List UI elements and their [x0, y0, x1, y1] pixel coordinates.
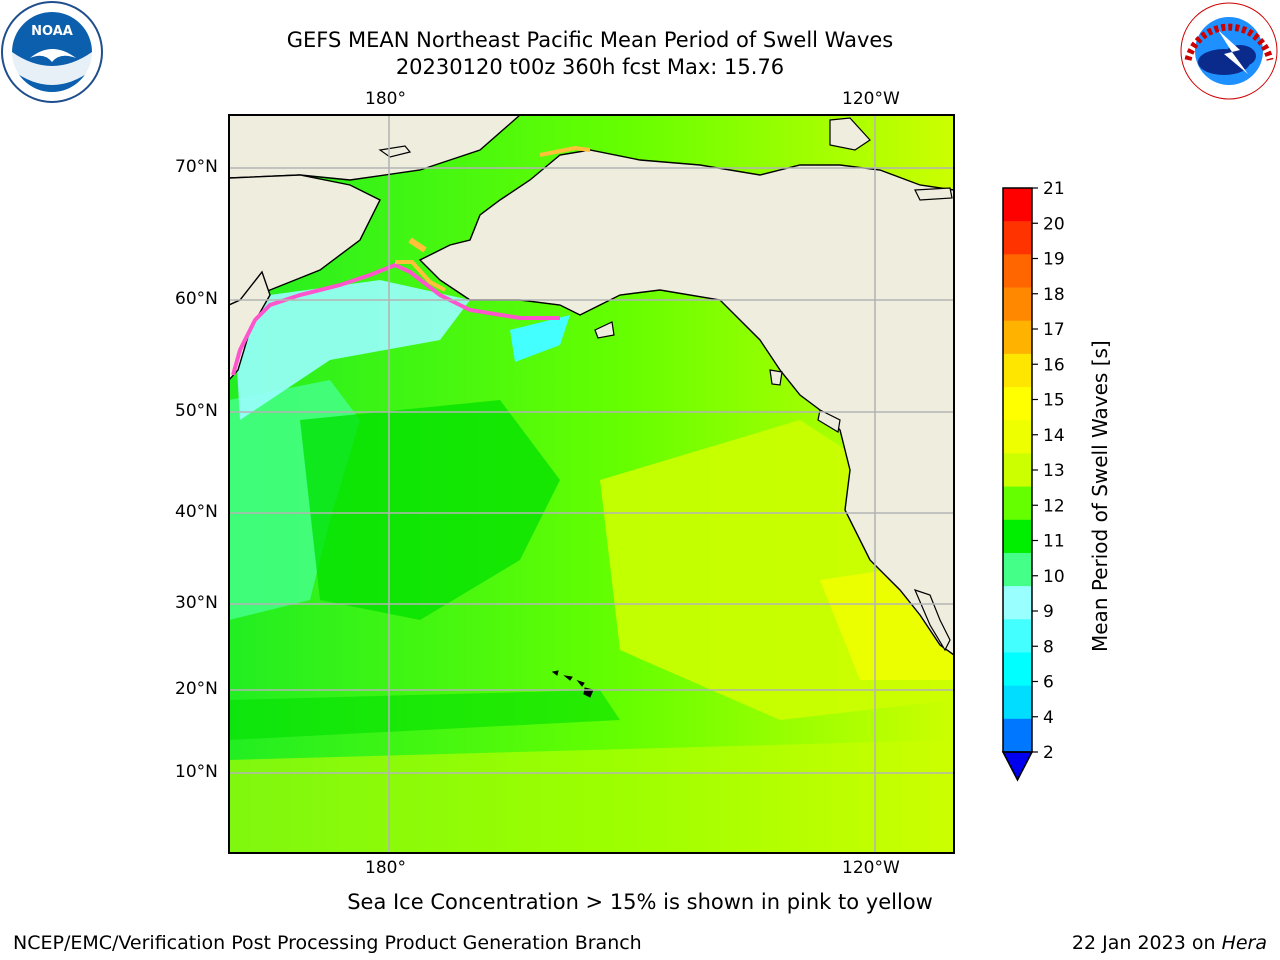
generated-date: 22 Jan 2023 on Hera — [1072, 932, 1267, 954]
colorbar-tick-label: 21 — [1043, 180, 1065, 199]
victoria-island — [914, 187, 953, 201]
central-pacific-zone — [300, 400, 560, 620]
bering-short-period-zone — [233, 280, 470, 420]
colorbar-tick-label: 18 — [1043, 285, 1065, 305]
sea-ice-edge-yellow — [395, 260, 446, 292]
colorbar-tick-label: 20 — [1043, 214, 1065, 234]
colorbar-tick-label: 2 — [1043, 743, 1054, 763]
colorbar-tick-label: 6 — [1043, 673, 1054, 693]
north-america-land — [418, 115, 954, 656]
colorbar-cell — [1003, 453, 1032, 488]
generated-date-prefix: 22 Jan 2023 on — [1071, 932, 1222, 954]
noaa-logo-text: NOAA — [31, 24, 73, 39]
colorbar-cell — [1003, 387, 1032, 421]
nws-logo — [1178, 0, 1280, 102]
map-title: GEFS MEAN Northeast Pacific Mean Period … — [286, 28, 894, 52]
sea-ice-edge-pink — [231, 262, 560, 376]
sea-ice-arctic — [539, 145, 591, 157]
baja-land — [913, 589, 951, 652]
lat-label-10n: 10°N — [175, 762, 218, 782]
colorbar-cell — [1003, 619, 1032, 653]
colorbar-cells — [1003, 188, 1032, 753]
colorbar-cell — [1003, 486, 1032, 521]
lat-label-40n: 40°N — [175, 502, 218, 522]
colorbar-tick-label: 9 — [1043, 602, 1054, 622]
graticule — [229, 115, 954, 853]
colorbar-tick-label: 17 — [1043, 320, 1065, 340]
colorbar-tick-label: 16 — [1043, 355, 1065, 375]
colorbar-tick-label: 4 — [1043, 708, 1054, 728]
lat-label-30n: 30°N — [175, 593, 218, 613]
lat-label-70n: 70°N — [175, 157, 218, 177]
hawaii-islands — [551, 670, 594, 698]
lon-label-top-120w: 120°W — [842, 89, 900, 109]
colorbar-cell — [1003, 420, 1032, 454]
noaa-logo: NOAA — [0, 0, 104, 104]
colorbar-cell — [1003, 320, 1032, 355]
colorbar-cell — [1003, 188, 1032, 222]
colorbar-cell — [1003, 353, 1032, 388]
sea-ice-note: Sea Ice Concentration > 15% is shown in … — [347, 890, 933, 914]
generated-host: Hera — [1221, 932, 1267, 954]
colorbar-tick-label: 10 — [1043, 567, 1065, 587]
colorbar-tick-label: 13 — [1043, 461, 1065, 481]
producer-credit: NCEP/EMC/Verification Post Processing Pr… — [13, 932, 642, 954]
tropical-zone — [229, 740, 954, 853]
colorbar-tick-label: 19 — [1043, 250, 1065, 270]
lat-label-50n: 50°N — [175, 401, 218, 421]
colorbar-cell — [1003, 519, 1032, 554]
lat-label-20n: 20°N — [175, 679, 218, 699]
colorbar-tick-label: 11 — [1043, 532, 1065, 552]
colorbar-label: Mean Period of Swell Waves [s] — [1088, 340, 1112, 652]
colorbar-cell — [1003, 254, 1032, 289]
colorbar-under-triangle — [1001, 751, 1034, 782]
colorbar-cell — [1003, 685, 1032, 720]
colorbar-tick-label: 12 — [1043, 496, 1065, 516]
lat-label-60n: 60°N — [175, 289, 218, 309]
colorbar-cell — [1003, 221, 1032, 255]
lon-label-top-180: 180° — [365, 89, 406, 109]
lon-label-bottom-180: 180° — [365, 858, 406, 878]
sea-ice-norton — [408, 237, 427, 253]
colorbar-cell — [1003, 652, 1032, 687]
colorbar-ticks: 21 20 19 18 17 16 15 14 13 12 11 10 9 8 6 4 2 — [1032, 180, 1065, 763]
wrangel-island — [378, 145, 412, 158]
colorbar-tick-label: 14 — [1043, 426, 1065, 446]
colorbar-tick-label: 15 — [1043, 391, 1065, 411]
colorbar: 21 20 19 18 17 16 15 14 13 12 11 10 9 8 6 4 2 — [1001, 180, 1065, 782]
itcz-zone — [229, 690, 620, 740]
vancouver-island — [817, 409, 841, 433]
bristol-bay-zone — [510, 315, 570, 362]
colorbar-cell — [1003, 287, 1032, 322]
colorbar-cell — [1003, 586, 1032, 620]
lon-label-bottom-120w: 120°W — [842, 858, 900, 878]
map-frame — [228, 114, 955, 854]
colorbar-cell — [1003, 552, 1032, 587]
colorbar-tick-label: 8 — [1043, 637, 1054, 657]
kodiak-island — [594, 321, 615, 339]
banks-island — [829, 117, 871, 151]
colorbar-cell — [1003, 718, 1032, 753]
map-subtitle: 20230120 t00z 360h fcst Max: 15.76 — [395, 55, 785, 79]
haida-gwaii-island — [769, 369, 783, 386]
